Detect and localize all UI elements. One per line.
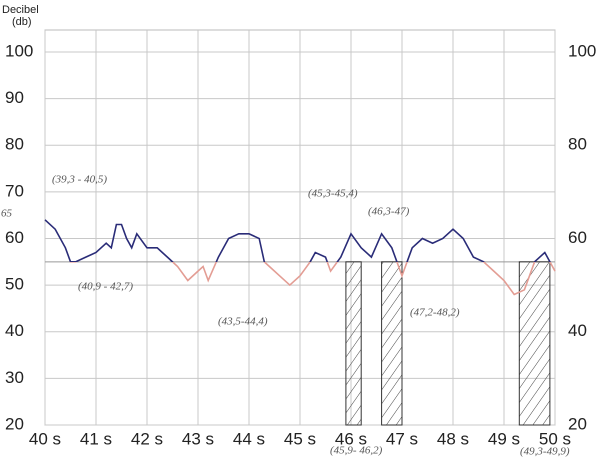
y2-tick-label: 40: [568, 321, 587, 340]
x-tick-label: 44 s: [233, 429, 265, 448]
hatched-region: [381, 261, 403, 426]
annotation: (46,3-47): [368, 206, 410, 218]
annotation: (45,9- 46,2): [330, 445, 383, 457]
y-tick-label: 70: [5, 181, 24, 200]
y-tick-label: 20: [5, 414, 24, 433]
y2-tick-label: 100: [568, 41, 596, 60]
annotation: (45,3-45,4): [308, 188, 358, 200]
y-tick-label: 100: [5, 41, 33, 60]
y-tick-label: 40: [5, 321, 24, 340]
hatched-region: [345, 261, 362, 426]
annotation: (47,2-48,2): [410, 307, 460, 319]
x-tick-label: 40 s: [29, 429, 61, 448]
y2-tick-label: 20: [568, 414, 587, 433]
x-tick-label: 43 s: [182, 429, 214, 448]
y-tick-label: 90: [5, 88, 24, 107]
y-axis-label: Decibel: [2, 4, 39, 16]
x-tick-label: 48 s: [437, 429, 469, 448]
y2-tick-label: 60: [568, 228, 587, 247]
x-tick-label: 41 s: [80, 429, 112, 448]
y-tick-label: 60: [5, 228, 24, 247]
y-tick-label: 50: [5, 275, 24, 294]
x-tick-label: 50 s: [539, 429, 571, 448]
y-axis-label: (db): [12, 16, 32, 28]
x-tick-label: 45 s: [284, 429, 316, 448]
y-tick-label: 80: [5, 135, 24, 154]
y-tick-label: 30: [5, 368, 24, 387]
hatched-region: [518, 261, 551, 426]
annotation: (40,9 - 42,7): [78, 281, 133, 293]
annotation: (43,5-44,4): [218, 316, 268, 328]
x-tick-label: 46 s: [335, 429, 367, 448]
annotation: (49,3-49,9): [520, 446, 570, 458]
x-tick-label: 49 s: [488, 429, 520, 448]
y2-tick-label: 80: [568, 135, 587, 154]
annotation: 65: [1, 208, 13, 220]
x-tick-label: 42 s: [131, 429, 163, 448]
annotation: (39,3 - 40,5): [52, 174, 107, 186]
x-tick-label: 47 s: [386, 429, 418, 448]
decibel-line: [44, 219, 556, 296]
